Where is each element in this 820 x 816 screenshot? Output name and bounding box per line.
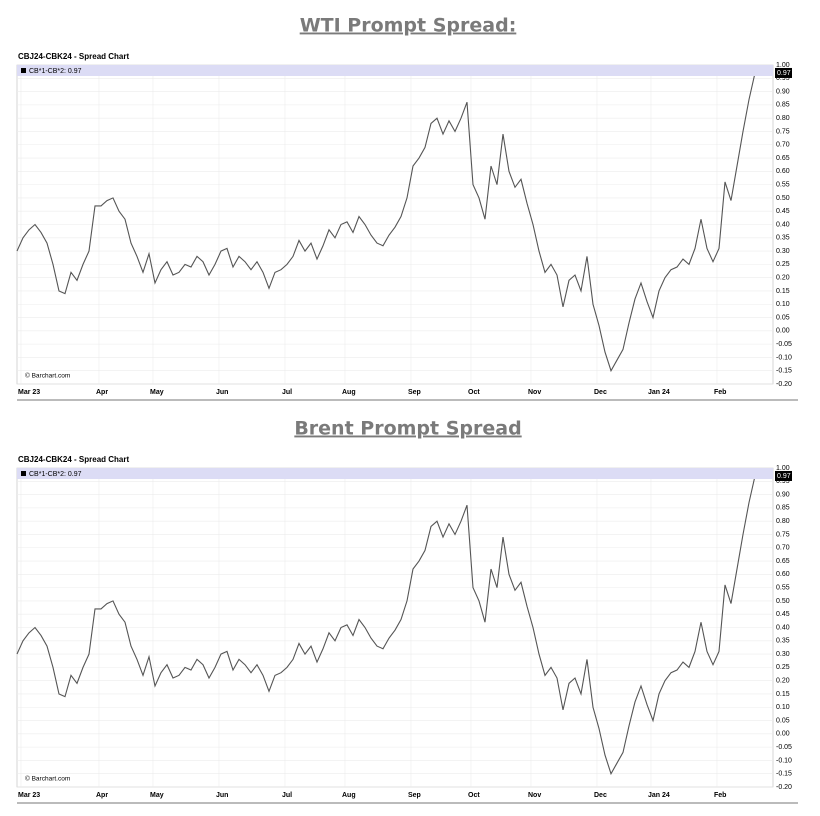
x-tick-label: Aug	[342, 389, 356, 396]
x-tick-label: May	[150, 792, 164, 799]
chart: WTI Prompt Spread: CBJ24-CBK24 - Spread C…	[16, 15, 798, 401]
y-tick-label: 0.65	[776, 558, 790, 565]
y-tick-label: 0.20	[776, 678, 790, 685]
y-tick-label: 0.60	[776, 571, 790, 578]
spread-line	[16, 72, 756, 373]
y-tick-label: -0.10	[776, 757, 792, 764]
y-tick-label: -0.10	[776, 354, 792, 361]
y-tick-label: 0.35	[776, 235, 790, 242]
credit: © Barchart.com	[25, 775, 70, 783]
y-tick-label: 0.55	[776, 584, 790, 591]
y-tick-label: 0.20	[776, 275, 790, 282]
x-tick-label: Nov	[528, 389, 541, 396]
y-tick-label: 0.50	[776, 598, 790, 605]
last-value-label: 0.97	[777, 70, 791, 77]
y-tick-label: 0.75	[776, 531, 790, 538]
x-tick-label: Jul	[282, 792, 292, 799]
y-tick-label: 0.80	[776, 518, 790, 525]
x-tick-label: May	[150, 389, 164, 396]
x-tick-label: Jul	[282, 389, 292, 396]
y-tick-label: 0.70	[776, 142, 790, 149]
x-tick-label: Feb	[714, 389, 726, 396]
x-tick-label: Jun	[216, 792, 228, 799]
legend-swatch	[21, 68, 26, 73]
x-tick-label: Dec	[594, 389, 607, 396]
x-tick-label: Nov	[528, 792, 541, 799]
last-value-box	[775, 470, 792, 481]
y-tick-label: 0.35	[776, 638, 790, 645]
y-tick-label: 0.85	[776, 102, 790, 109]
y-tick-label: 1.00	[776, 465, 790, 472]
y-tick-label: 0.90	[776, 491, 790, 498]
credit: © Barchart.com	[25, 372, 70, 380]
y-tick-label: 0.80	[776, 115, 790, 122]
y-tick-label: 0.95	[776, 478, 790, 485]
legend-label: CB*1-CB*2: 0.97	[29, 471, 82, 478]
x-tick-label: Apr	[96, 389, 108, 396]
y-tick-label: 0.85	[776, 505, 790, 512]
x-tick-label: Dec	[594, 792, 607, 799]
chart-title: Brent Prompt Spread	[294, 418, 521, 440]
y-tick-label: 0.45	[776, 611, 790, 618]
y-tick-label: -0.15	[776, 368, 792, 375]
y-tick-label: 1.00	[776, 62, 790, 69]
y-tick-label: 0.50	[776, 195, 790, 202]
y-tick-label: 0.90	[776, 88, 790, 95]
y-tick-label: -0.05	[776, 341, 792, 348]
chart-title: WTI Prompt Spread:	[300, 15, 517, 37]
x-tick-label: Mar 23	[18, 389, 40, 396]
chart-subtitle: CBJ24-CBK24 - Spread Chart	[18, 52, 129, 61]
x-tick-label: Sep	[408, 792, 421, 799]
y-tick-label: -0.15	[776, 771, 792, 778]
y-tick-label: -0.20	[776, 784, 792, 791]
y-tick-label: 0.25	[776, 261, 790, 268]
chart-subtitle: CBJ24-CBK24 - Spread Chart	[18, 455, 129, 464]
y-tick-label: 0.05	[776, 717, 790, 724]
legend-label: CB*1-CB*2: 0.97	[29, 68, 82, 75]
y-tick-label: 0.15	[776, 288, 790, 295]
x-tick-label: Apr	[96, 792, 108, 799]
y-tick-label: 0.05	[776, 314, 790, 321]
x-tick-label: Mar 23	[18, 792, 40, 799]
chart: Brent Prompt Spread CBJ24-CBK24 - Spread …	[16, 418, 798, 804]
y-tick-label: 0.75	[776, 128, 790, 135]
y-tick-label: 0.15	[776, 691, 790, 698]
y-tick-label: 0.95	[776, 75, 790, 82]
x-tick-label: Jun	[216, 389, 228, 396]
x-tick-label: Oct	[468, 792, 480, 799]
y-tick-label: -0.05	[776, 744, 792, 751]
y-tick-label: 0.65	[776, 155, 790, 162]
y-tick-label: 0.55	[776, 181, 790, 188]
legend-band	[17, 468, 773, 479]
y-tick-label: 0.40	[776, 624, 790, 631]
y-tick-label: 0.70	[776, 545, 790, 552]
spread-line	[16, 475, 756, 776]
x-tick-label: Sep	[408, 389, 421, 396]
x-tick-label: Jan 24	[648, 389, 670, 396]
y-tick-label: 0.10	[776, 301, 790, 308]
y-tick-label: 0.60	[776, 168, 790, 175]
x-tick-label: Feb	[714, 792, 726, 799]
x-tick-label: Aug	[342, 792, 356, 799]
legend-swatch	[21, 471, 26, 476]
y-tick-label: 0.40	[776, 221, 790, 228]
x-tick-label: Jan 24	[648, 792, 670, 799]
y-tick-label: 0.30	[776, 651, 790, 658]
y-tick-label: 0.30	[776, 248, 790, 255]
y-tick-label: 0.45	[776, 208, 790, 215]
y-tick-label: 0.00	[776, 328, 790, 335]
last-value-box	[775, 67, 792, 78]
legend-band	[17, 65, 773, 76]
last-value-label: 0.97	[777, 473, 791, 480]
y-tick-label: 0.25	[776, 664, 790, 671]
x-tick-label: Oct	[468, 389, 480, 396]
y-tick-label: -0.20	[776, 381, 792, 388]
y-tick-label: 0.00	[776, 731, 790, 738]
y-tick-label: 0.10	[776, 704, 790, 711]
